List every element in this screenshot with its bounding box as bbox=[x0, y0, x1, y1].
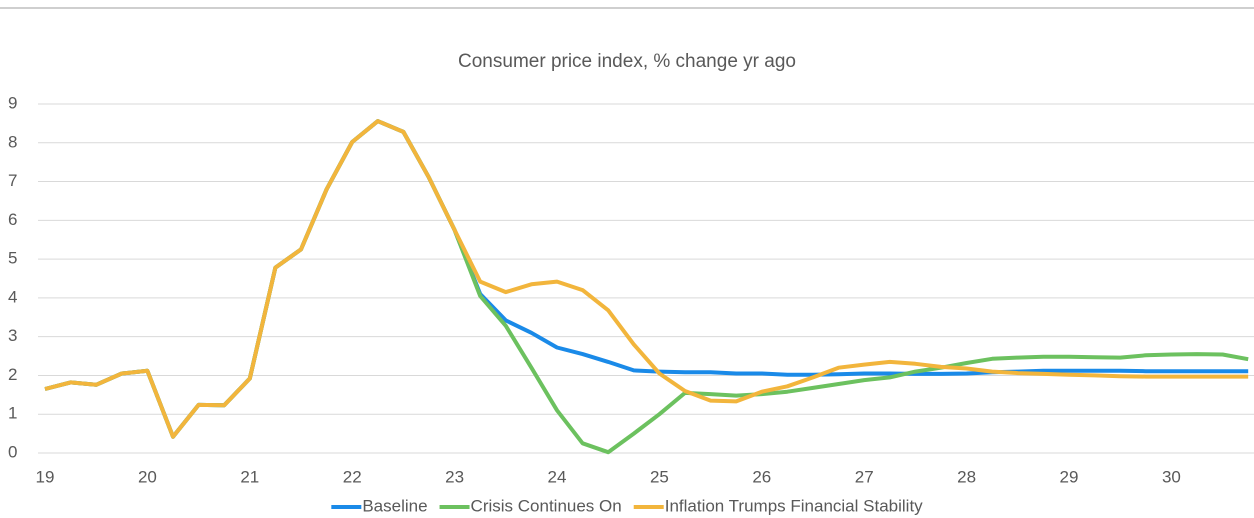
x-tick-label: 25 bbox=[650, 467, 669, 486]
y-tick-label: 2 bbox=[8, 365, 17, 384]
x-tick-label: 28 bbox=[957, 467, 976, 486]
x-tick-label: 30 bbox=[1162, 467, 1181, 486]
y-tick-label: 1 bbox=[8, 404, 17, 423]
x-tick-label: 29 bbox=[1060, 467, 1079, 486]
x-tick-label: 22 bbox=[343, 467, 362, 486]
y-tick-label: 0 bbox=[8, 442, 17, 461]
legend-label: Crisis Continues On bbox=[471, 496, 622, 515]
legend-label: Inflation Trumps Financial Stability bbox=[665, 496, 923, 515]
y-tick-label: 9 bbox=[8, 93, 17, 112]
legend-label: Baseline bbox=[362, 496, 427, 515]
y-tick-label: 5 bbox=[8, 249, 17, 268]
y-tick-label: 7 bbox=[8, 171, 17, 190]
y-tick-label: 3 bbox=[8, 326, 17, 345]
x-tick-label: 23 bbox=[445, 467, 464, 486]
x-tick-label: 21 bbox=[240, 467, 259, 486]
y-tick-label: 4 bbox=[8, 287, 17, 306]
x-tick-label: 19 bbox=[36, 467, 55, 486]
series-line bbox=[44, 119, 1249, 439]
x-tick-label: 20 bbox=[138, 467, 157, 486]
y-tick-label: 6 bbox=[8, 210, 17, 229]
chart-title: Consumer price index, % change yr ago bbox=[458, 51, 796, 72]
x-tick-label: 24 bbox=[548, 467, 567, 486]
x-tick-label: 27 bbox=[855, 467, 874, 486]
legend: Baseline Crisis Continues On Inflation Tru… bbox=[331, 496, 923, 515]
y-tick-label: 8 bbox=[8, 132, 17, 151]
x-tick-label: 26 bbox=[752, 467, 771, 486]
series-line bbox=[44, 119, 1249, 439]
